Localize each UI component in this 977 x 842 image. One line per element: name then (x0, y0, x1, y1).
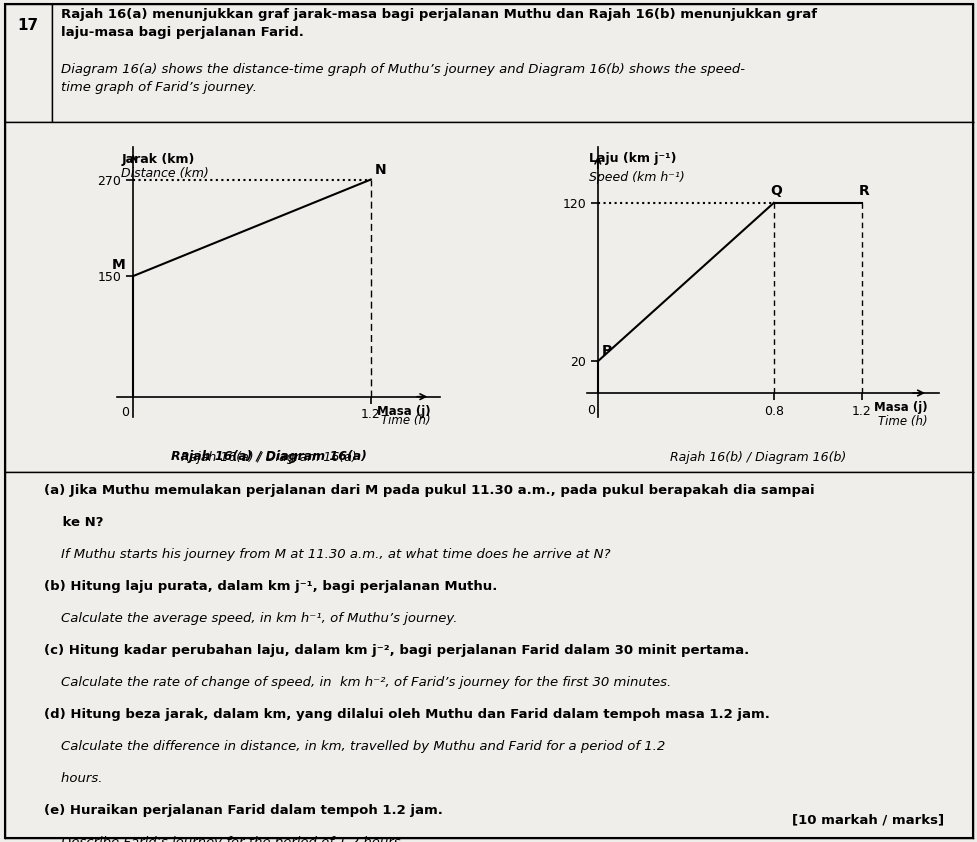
Text: Rajah 16(b) / Diagram 16(b): Rajah 16(b) / Diagram 16(b) (669, 451, 845, 464)
Text: Calculate the average speed, in km h⁻¹, of Muthu’s journey.: Calculate the average speed, in km h⁻¹, … (44, 612, 457, 625)
Text: Q: Q (769, 184, 782, 198)
Text: Jarak (km): Jarak (km) (121, 153, 194, 166)
Text: (c) Hitung kadar perubahan laju, dalam km j⁻², bagi perjalanan Farid dalam 30 mi: (c) Hitung kadar perubahan laju, dalam k… (44, 644, 748, 657)
Text: (d) Hitung beza jarak, dalam km, yang dilalui oleh Muthu dan Farid dalam tempoh : (d) Hitung beza jarak, dalam km, yang di… (44, 708, 769, 721)
Text: Diagram 16(a) shows the distance-time graph of Muthu’s journey and Diagram 16(b): Diagram 16(a) shows the distance-time gr… (61, 63, 744, 94)
Text: [10 markah / marks]: [10 markah / marks] (790, 814, 943, 827)
Text: N: N (374, 163, 386, 177)
Text: Rajah 16(a) / Diagram 16(a): Rajah 16(a) / Diagram 16(a) (181, 451, 357, 464)
Text: Calculate the rate of change of speed, in  km h⁻², of Farid’s journey for the fi: Calculate the rate of change of speed, i… (44, 676, 670, 689)
Text: 17: 17 (18, 19, 39, 34)
Text: If Muthu starts his journey from M at 11.30 a.m., at what time does he arrive at: If Muthu starts his journey from M at 11… (44, 548, 610, 561)
Text: ke N?: ke N? (44, 516, 104, 529)
Text: Calculate the difference in distance, in km, travelled by Muthu and Farid for a : Calculate the difference in distance, in… (44, 740, 664, 753)
Text: 0: 0 (121, 407, 129, 419)
Text: Time (h): Time (h) (877, 415, 927, 429)
Text: Rajah 16(a) menunjukkan graf jarak-masa bagi perjalanan Muthu dan Rajah 16(b) me: Rajah 16(a) menunjukkan graf jarak-masa … (61, 8, 817, 39)
Text: (e) Huraikan perjalanan Farid dalam tempoh 1.2 jam.: (e) Huraikan perjalanan Farid dalam temp… (44, 804, 443, 817)
Text: (a) Jika Muthu memulakan perjalanan dari M pada pukul 11.30 a.m., pada pukul ber: (a) Jika Muthu memulakan perjalanan dari… (44, 484, 814, 497)
Text: Describe Farid’s journey for the period of 1.2 hours.: Describe Farid’s journey for the period … (44, 836, 404, 842)
Text: Masa (j): Masa (j) (376, 405, 430, 418)
Text: M: M (111, 258, 125, 272)
Text: Distance (km): Distance (km) (121, 167, 209, 179)
Text: Masa (j): Masa (j) (873, 401, 927, 414)
Text: P: P (602, 344, 612, 358)
Text: (b) Hitung laju purata, dalam km j⁻¹, bagi perjalanan Muthu.: (b) Hitung laju purata, dalam km j⁻¹, ba… (44, 580, 497, 593)
Text: 0: 0 (586, 404, 595, 417)
Text: Speed (km h⁻¹): Speed (km h⁻¹) (588, 171, 684, 184)
Text: Rajah 16(a) / Diagram 16(a): Rajah 16(a) / Diagram 16(a) (171, 450, 366, 463)
Text: Laju (km j⁻¹): Laju (km j⁻¹) (588, 152, 676, 165)
Text: Time (h): Time (h) (380, 414, 430, 428)
Text: R: R (858, 184, 869, 198)
Text: hours.: hours. (44, 772, 103, 785)
